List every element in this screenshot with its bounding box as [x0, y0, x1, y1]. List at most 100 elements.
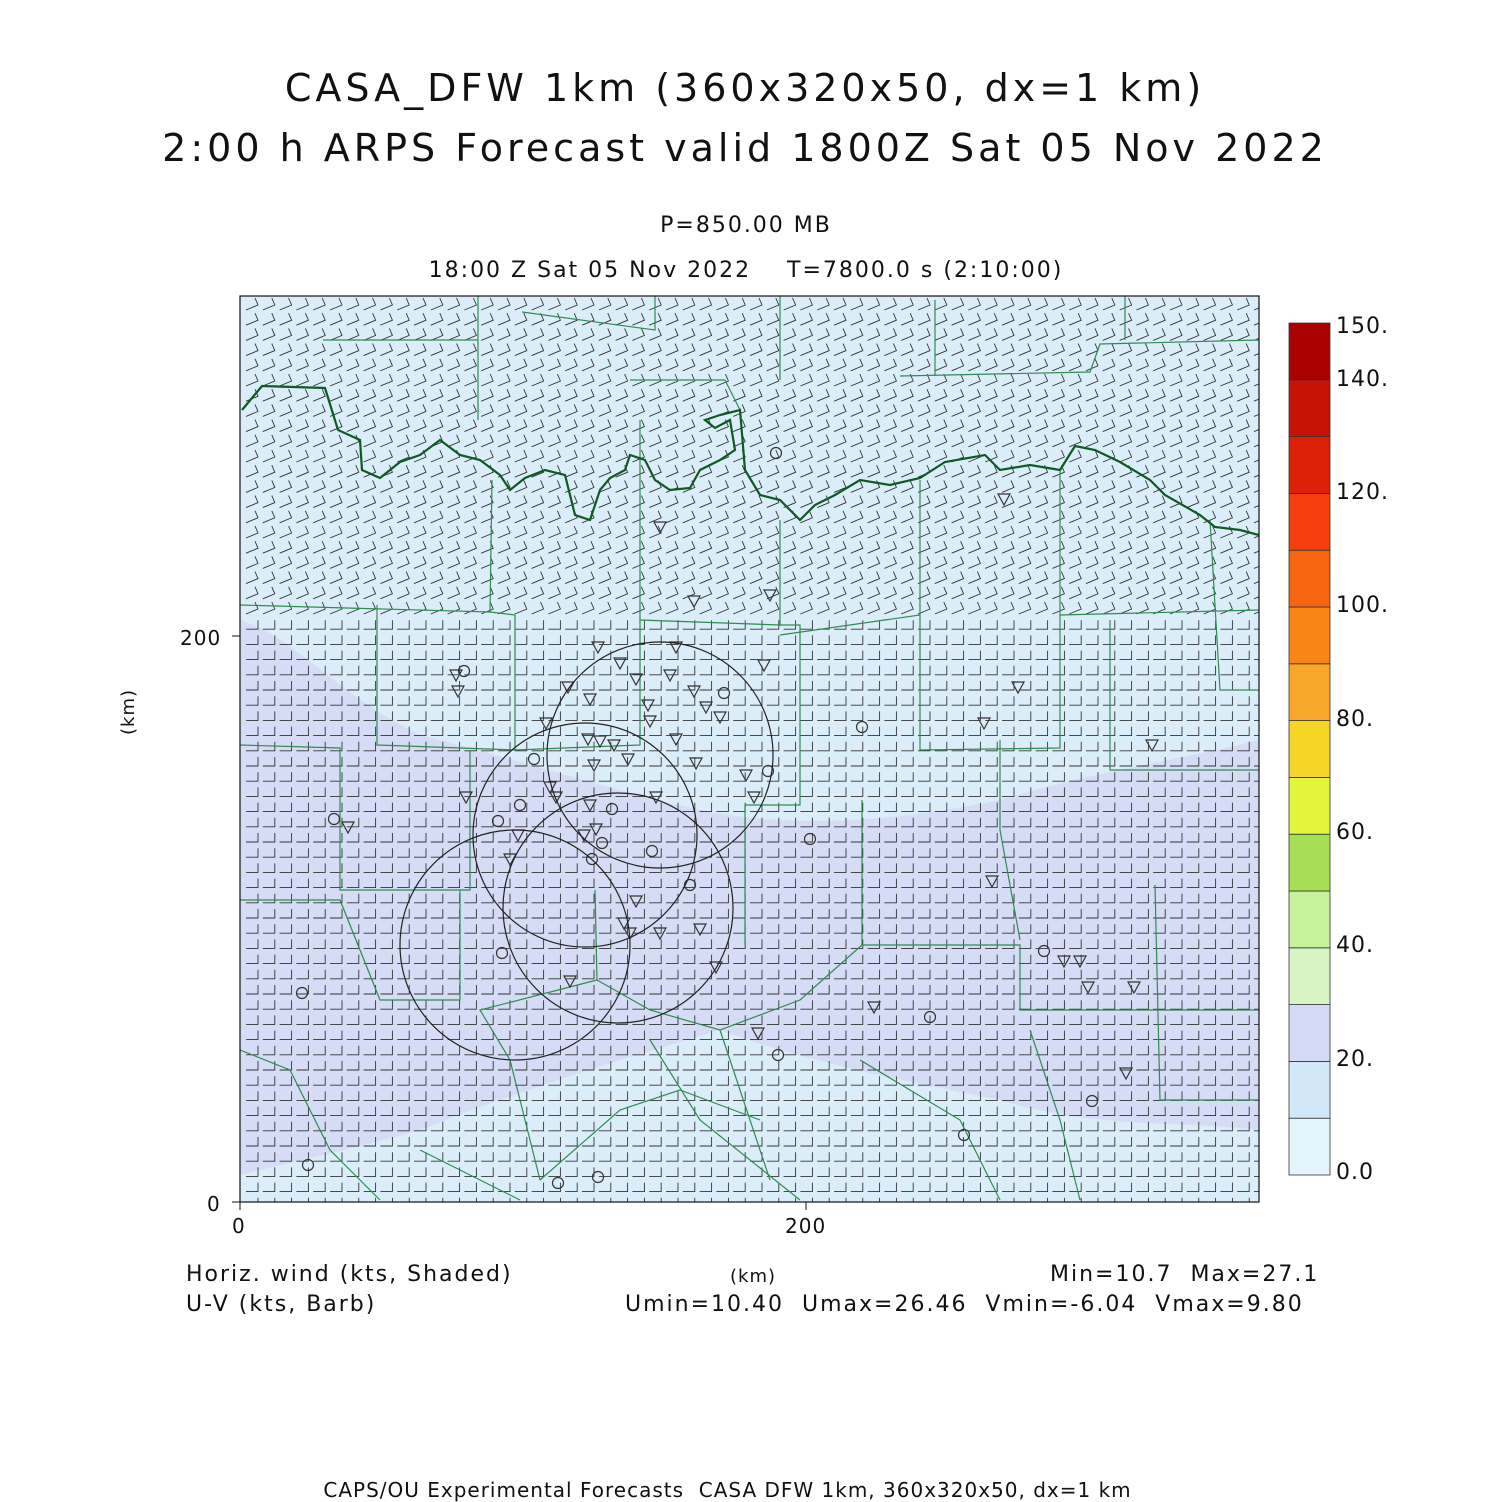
y-tick-200: 200	[180, 626, 222, 650]
station-triangle	[628, 895, 644, 909]
station-triangle	[448, 669, 464, 683]
station-circle	[683, 878, 697, 892]
station-circle	[1085, 1094, 1099, 1108]
colorbar-segment	[1288, 606, 1331, 665]
map-frame	[239, 295, 1260, 1203]
station-triangle	[562, 975, 578, 989]
station-circle	[923, 1010, 937, 1024]
colorbar-segment	[1288, 322, 1331, 381]
station-triangle	[762, 589, 778, 603]
station-triangle	[628, 673, 644, 687]
station-circle	[761, 764, 775, 778]
station-triangle	[712, 711, 728, 725]
station-triangle	[1144, 739, 1160, 753]
colorbar-segment	[1288, 1117, 1331, 1176]
pressure-level-label: P=850.00 MB	[660, 213, 832, 238]
station-circle	[803, 832, 817, 846]
station-triangle	[590, 641, 606, 655]
y-tick-0: 0	[207, 1192, 221, 1216]
colorbar-label-40: 40.	[1336, 933, 1374, 958]
wind-barbs	[245, 297, 1259, 1202]
station-triangle	[738, 769, 754, 783]
colorbar-segment	[1288, 436, 1331, 494]
colorbar-segment	[1288, 663, 1331, 721]
station-triangle	[586, 759, 602, 773]
station-triangle	[642, 715, 658, 729]
station-triangle	[620, 753, 636, 767]
station-triangle	[662, 669, 678, 683]
station-triangle	[450, 685, 466, 699]
colorbar-segment	[1288, 890, 1331, 949]
colorbar-label-150: 150.	[1336, 314, 1389, 339]
station-triangle	[756, 659, 772, 673]
station-triangle	[746, 791, 762, 805]
station-triangle	[560, 681, 576, 695]
min-max-stats: Min=10.7 Max=27.1	[1050, 1262, 1320, 1287]
colorbar-segment	[1288, 777, 1331, 835]
colorbar-segment	[1288, 1061, 1331, 1119]
station-triangle	[592, 735, 608, 749]
station-circle	[327, 812, 341, 826]
colorbar-label-100: 100.	[1336, 593, 1389, 618]
station-triangle	[686, 685, 702, 699]
station-triangle	[688, 757, 704, 771]
barb-glyphs	[245, 297, 1259, 1202]
station-circle	[957, 1128, 971, 1142]
station-triangle	[1118, 1067, 1134, 1081]
station-circle	[771, 1048, 785, 1062]
station-circle	[595, 836, 609, 850]
station-circle	[457, 664, 471, 678]
station-circle	[491, 814, 505, 828]
station-triangle	[588, 823, 604, 837]
station-triangle	[582, 693, 598, 707]
station-triangle	[976, 717, 992, 731]
station-circle	[855, 720, 869, 734]
footer-credit: CAPS/OU Experimental Forecasts CASA DFW …	[323, 1478, 1132, 1502]
x-axis-unit: (km)	[730, 1266, 777, 1287]
station-triangle	[1056, 955, 1072, 969]
station-triangle	[996, 493, 1012, 507]
station-triangle	[548, 791, 564, 805]
colorbar-label-120: 120.	[1336, 480, 1389, 505]
colorbar-segment	[1288, 549, 1331, 608]
valid-time-label: 18:00 Z Sat 05 Nov 2022 T=7800.0 s (2:10…	[428, 258, 1064, 283]
station-circle	[513, 798, 527, 812]
station-triangle	[502, 853, 518, 867]
station-triangle	[686, 595, 702, 609]
wind-speed-band	[240, 620, 1259, 1175]
station-circle	[495, 946, 509, 960]
station-triangle	[612, 657, 628, 671]
station-triangle	[1080, 981, 1096, 995]
station-circle	[717, 686, 731, 700]
station-triangle	[648, 791, 664, 805]
station-triangle	[652, 521, 668, 535]
station-circle	[295, 986, 309, 1000]
station-triangle	[668, 733, 684, 747]
plot-title-line2: 2:00 h ARPS Forecast valid 1800Z Sat 05 …	[162, 126, 1328, 170]
x-tick-0: 0	[232, 1214, 246, 1238]
station-triangle	[640, 699, 656, 713]
station-triangle	[708, 961, 724, 975]
station-triangle	[538, 717, 554, 731]
station-triangle	[668, 641, 684, 655]
plot-title-line1: CASA_DFW 1km (360x320x50, dx=1 km)	[284, 66, 1206, 110]
station-triangle	[582, 799, 598, 813]
colorbar-segment	[1288, 379, 1331, 437]
radar-range-rings	[399, 641, 774, 1061]
red-river	[241, 384, 1259, 537]
colorbar-label-0: 0.0	[1336, 1160, 1374, 1185]
colorbar-segment	[1288, 947, 1331, 1005]
x-tick-200: 200	[785, 1214, 827, 1238]
field-legend: Horiz. wind (kts, Shaded)	[186, 1262, 513, 1287]
station-triangle	[652, 927, 668, 941]
station-triangle	[616, 917, 632, 931]
station-triangle	[866, 1001, 882, 1015]
colorbar-segment	[1288, 492, 1331, 551]
station-triangle	[1126, 981, 1142, 995]
colorbar-segment	[1288, 1004, 1331, 1062]
station-circle	[301, 1158, 315, 1172]
station-triangle	[622, 927, 638, 941]
station-triangle	[692, 923, 708, 937]
county-outlines	[240, 296, 1259, 1201]
